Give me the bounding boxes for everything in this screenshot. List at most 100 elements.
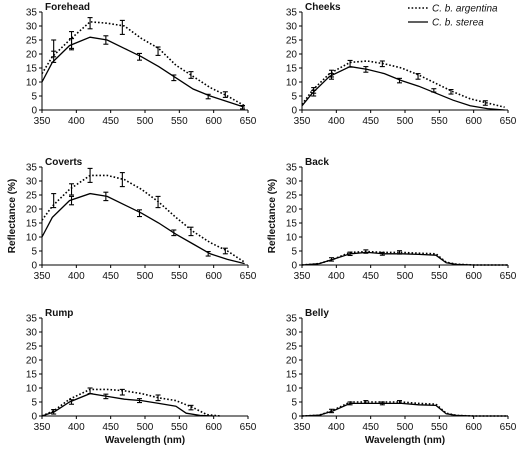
- panel-title: Back: [305, 157, 329, 168]
- y-tick-label: 20: [286, 356, 298, 367]
- y-tick-label: 15: [26, 64, 38, 75]
- x-tick-label: 500: [137, 116, 154, 127]
- y-tick-label: 20: [26, 50, 38, 61]
- panel-title: Coverts: [45, 157, 83, 168]
- series-line-argentina: [41, 388, 221, 417]
- y-tick-label: 10: [26, 384, 38, 395]
- y-tick-label: 15: [286, 219, 298, 230]
- x-tick-label: 650: [500, 271, 517, 282]
- y-tick-label: 10: [26, 78, 38, 89]
- y-tick-label: 30: [286, 177, 298, 188]
- y-tick-label: 35: [286, 163, 298, 174]
- x-tick-label: 650: [240, 116, 257, 127]
- y-tick-label: 15: [26, 219, 38, 230]
- x-tick-label: 550: [431, 116, 448, 127]
- x-tick-label: 400: [68, 422, 85, 433]
- series-line-sterea: [301, 251, 508, 266]
- panel-title: Cheeks: [305, 2, 341, 13]
- x-tick-label: 500: [397, 422, 414, 433]
- x-tick-label: 450: [102, 271, 119, 282]
- y-tick-label: 15: [286, 370, 298, 381]
- y-tick-label: 30: [286, 22, 298, 33]
- y-tick-label: 25: [26, 36, 38, 47]
- y-tick-label: 0: [31, 412, 37, 423]
- x-tick-label: 550: [171, 422, 188, 433]
- y-axis-label: Reflectance (%): [7, 179, 18, 253]
- y-tick-label: 35: [26, 314, 38, 325]
- x-tick-label: 650: [240, 271, 257, 282]
- x-tick-label: 350: [34, 422, 51, 433]
- x-tick-label: 500: [137, 422, 154, 433]
- y-tick-label: 25: [286, 342, 298, 353]
- y-axis-label: Reflectance (%): [267, 179, 278, 253]
- x-tick-label: 650: [500, 422, 517, 433]
- panel-title: Forehead: [45, 2, 90, 13]
- y-tick-label: 15: [26, 370, 38, 381]
- x-tick-label: 500: [397, 271, 414, 282]
- x-tick-label: 550: [431, 422, 448, 433]
- x-tick-label: 550: [431, 271, 448, 282]
- y-tick-label: 35: [26, 163, 38, 174]
- series-line-sterea: [41, 392, 214, 417]
- x-tick-label: 450: [362, 116, 379, 127]
- series-line-sterea: [301, 65, 505, 111]
- x-tick-label: 650: [240, 422, 257, 433]
- chart-panel-cheeks: 0 5 10 15 20 25 30 35 350 400 450 500 550 600 650 Cheek…: [286, 2, 517, 127]
- y-tick-label: 0: [291, 106, 297, 117]
- x-tick-label: 500: [137, 271, 154, 282]
- chart-panel-back: 0 5 10 15 20 25 30 35 350 400 450 500 550 600 650 Back R…: [267, 157, 517, 282]
- x-tick-label: 450: [102, 422, 119, 433]
- x-tick-label: 650: [500, 116, 517, 127]
- series-line-argentina: [301, 60, 505, 108]
- y-tick-label: 5: [31, 247, 37, 258]
- y-tick-label: 5: [31, 398, 37, 409]
- series-line-argentina: [41, 20, 245, 107]
- y-tick-label: 35: [286, 8, 298, 19]
- series-line-sterea: [41, 192, 245, 265]
- x-tick-label: 550: [171, 116, 188, 127]
- y-tick-label: 20: [286, 50, 298, 61]
- y-tick-label: 20: [26, 205, 38, 216]
- x-tick-label: 400: [68, 116, 85, 127]
- x-tick-label: 400: [68, 271, 85, 282]
- y-tick-label: 10: [286, 78, 298, 89]
- y-tick-label: 25: [26, 191, 38, 202]
- y-tick-label: 25: [286, 191, 298, 202]
- x-tick-label: 600: [205, 116, 222, 127]
- y-tick-label: 10: [26, 233, 38, 244]
- y-tick-label: 25: [26, 342, 38, 353]
- y-tick-label: 5: [31, 92, 37, 103]
- y-tick-label: 30: [286, 328, 298, 339]
- x-tick-label: 350: [34, 271, 51, 282]
- x-tick-label: 400: [328, 271, 345, 282]
- series-line-sterea: [301, 402, 508, 417]
- y-tick-label: 5: [291, 92, 297, 103]
- legend-label-argentina: C. b. argentina: [432, 4, 498, 15]
- y-tick-label: 35: [286, 314, 298, 325]
- chart-panel-rump: 0 5 10 15 20 25 30 35 350 400 450 500 550 600 650 Rump W…: [26, 308, 257, 446]
- y-tick-label: 10: [286, 233, 298, 244]
- x-tick-label: 550: [171, 271, 188, 282]
- x-tick-label: 500: [397, 116, 414, 127]
- y-tick-label: 35: [26, 8, 38, 19]
- x-tick-label: 350: [34, 116, 51, 127]
- legend-label-sterea: C. b. sterea: [432, 18, 484, 29]
- y-tick-label: 20: [26, 356, 38, 367]
- x-tick-label: 600: [465, 422, 482, 433]
- chart-panel-forehead: 0 5 10 15 20 25 30 35 350 400 450 500 550 600 650 Foreh…: [26, 2, 257, 127]
- x-axis-label: Wavelength (nm): [105, 435, 185, 446]
- y-tick-label: 30: [26, 22, 38, 33]
- x-tick-label: 350: [294, 422, 311, 433]
- x-tick-label: 350: [294, 116, 311, 127]
- y-tick-label: 30: [26, 328, 38, 339]
- x-tick-label: 350: [294, 271, 311, 282]
- y-tick-label: 30: [26, 177, 38, 188]
- x-tick-label: 450: [362, 422, 379, 433]
- x-tick-label: 400: [328, 422, 345, 433]
- x-tick-label: 600: [465, 116, 482, 127]
- chart-panel-belly: 0 5 10 15 20 25 30 35 350 400 450 500 550 600 650 Belly…: [286, 308, 517, 446]
- x-tick-label: 600: [205, 271, 222, 282]
- y-tick-label: 5: [291, 398, 297, 409]
- x-tick-label: 400: [328, 116, 345, 127]
- x-tick-label: 600: [465, 271, 482, 282]
